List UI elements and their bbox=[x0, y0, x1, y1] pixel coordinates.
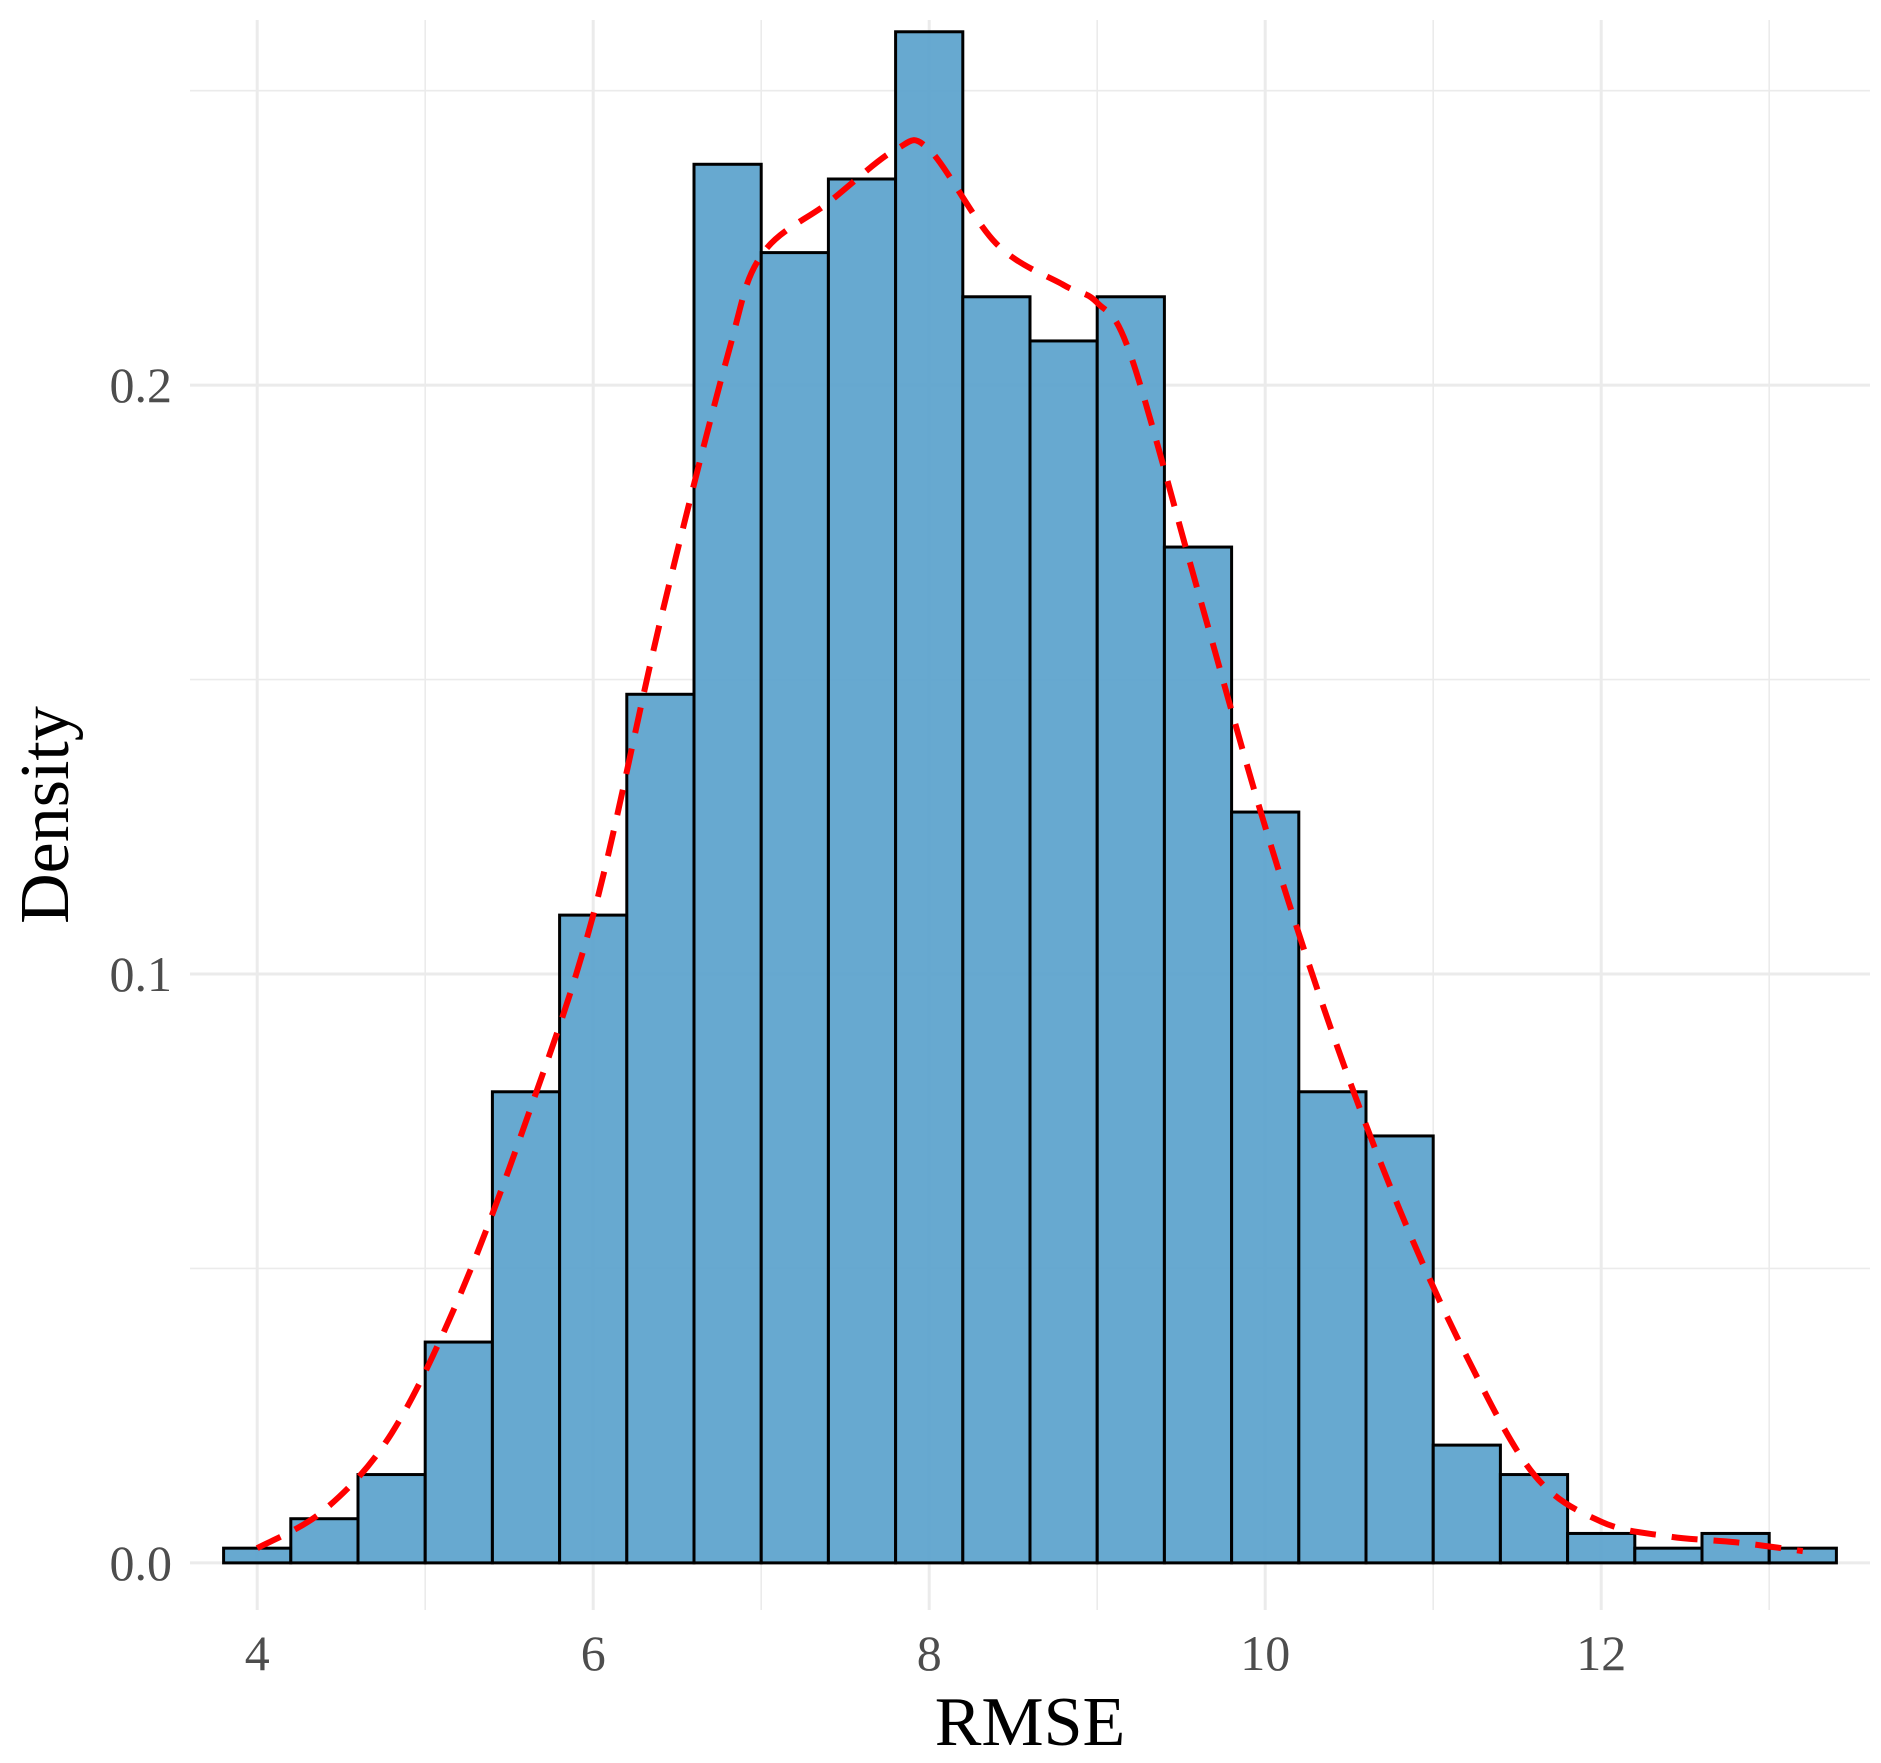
x-tick-label: 12 bbox=[1576, 1625, 1626, 1681]
y-tick-label: 0.2 bbox=[110, 357, 173, 413]
histogram-bar bbox=[1700, 1531, 1771, 1565]
histogram-bars bbox=[222, 30, 1838, 1565]
histogram-bar bbox=[558, 913, 629, 1565]
histogram-bar bbox=[1633, 1546, 1704, 1565]
histogram-bar bbox=[1431, 1443, 1502, 1565]
density-curve-group bbox=[255, 137, 1804, 1555]
histogram-bar bbox=[1566, 1531, 1637, 1565]
x-tick-label: 8 bbox=[917, 1625, 942, 1681]
histogram-bar bbox=[1498, 1473, 1570, 1565]
histogram-bar bbox=[423, 1340, 494, 1565]
histogram-bar bbox=[759, 251, 830, 1565]
histogram-bar bbox=[894, 30, 965, 1565]
y-tick-label: 0.1 bbox=[110, 946, 173, 1002]
tick-labels: 4 6 8 10 12 0.0 0.1 0.2 bbox=[110, 357, 1627, 1681]
histogram-bar bbox=[1162, 545, 1234, 1565]
x-tick-label: 6 bbox=[581, 1625, 606, 1681]
histogram-bar bbox=[625, 692, 696, 1565]
histogram-bar bbox=[826, 177, 898, 1565]
x-tick-label: 4 bbox=[245, 1625, 270, 1681]
histogram-bar bbox=[222, 1546, 293, 1565]
histogram-bar bbox=[1230, 810, 1301, 1565]
y-tick-label: 0.0 bbox=[110, 1535, 173, 1591]
x-tick-label: 10 bbox=[1240, 1625, 1290, 1681]
histogram-bar bbox=[356, 1473, 427, 1565]
histogram-bar bbox=[1364, 1134, 1435, 1565]
histogram-bar bbox=[1297, 1090, 1368, 1565]
histogram-bar bbox=[692, 162, 763, 1565]
x-axis-title: RMSE bbox=[935, 1684, 1126, 1761]
histogram-bar bbox=[1095, 295, 1166, 1565]
histogram-bar bbox=[961, 295, 1032, 1565]
histogram-bar bbox=[490, 1090, 562, 1565]
y-axis-title: Density bbox=[7, 706, 84, 924]
density-curve bbox=[255, 137, 1804, 1555]
histogram-bar bbox=[1028, 339, 1099, 1565]
